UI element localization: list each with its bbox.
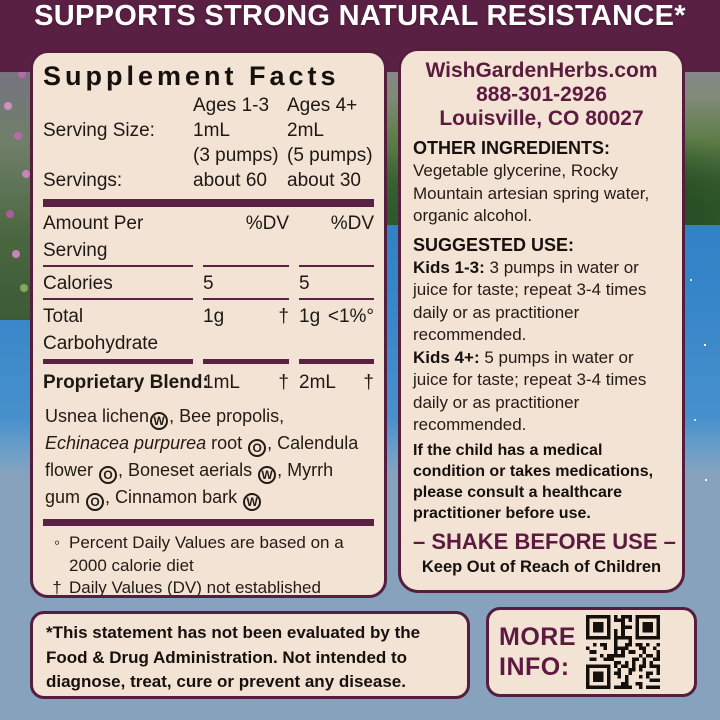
serving-info-table: Ages 1-3 Ages 4+ Serving Size: 1mL 2mL (… [43,93,374,193]
circled-w-icon: W [243,493,262,511]
serving-size-1-note: (3 pumps) [193,145,279,166]
fda-disclaimer: *This statement has not been evaluated b… [46,623,421,691]
age-column-2: Ages 4+ [287,95,358,116]
rule [43,298,374,300]
ingredients-text: Usnea lichen W, Bee propolis, Echinacea p… [45,406,359,511]
circled-w-icon: W [258,466,277,484]
medical-warning: If the child has a medical condition or … [413,441,654,522]
circled-o-icon: O [99,466,118,484]
table-row-calories: Calories 5 5 [43,273,310,294]
kids-4-plus-directions: Kids 4+: 5 pumps in water or juice for t… [413,347,647,435]
other-ingredients-text: Vegetable glycerine, Rocky Mountain arte… [413,161,650,225]
supplement-facts-panel: Supplement Facts Ages 1-3 Ages 4+ Servin… [30,50,387,598]
shake-before-use: – SHAKE BEFORE USE – [413,528,676,554]
keep-out-of-reach: Keep Out of Reach of Children [421,557,662,576]
footnote-dv-basis: ◦ Percent Daily Values are based on a 20… [53,533,344,575]
serving-size-2-note: (5 pumps) [287,145,373,166]
disclaimer-panel: *This statement has not been evaluated b… [30,611,470,699]
serving-size-2: 2mL [287,120,324,141]
servings-2: about 30 [287,170,361,191]
footnote-dv-not-established: † Daily Values (DV) not established [52,578,321,597]
dv-header-1: %DV [245,213,289,234]
thick-divider [43,199,374,207]
circled-w-icon: W [150,412,169,430]
website: WishGardenHerbs.com [425,59,658,82]
rule [43,265,374,267]
more-info-panel: MORE INFO: [486,607,697,697]
phone-number: 888-301-2926 [476,83,607,106]
suggested-use-heading: SUGGESTED USE: [413,234,575,255]
qr-code [586,615,660,689]
age-column-1: Ages 1-3 [193,95,270,116]
circled-o-icon: O [86,493,105,511]
table-header-row: Amount Per Serving %DV %DV [43,210,374,264]
servings-1: about 60 [193,170,267,191]
banner-text: SUPPORTS STRONG NATURAL RESISTANCE* [34,0,686,32]
circled-o-icon: O [248,439,267,457]
other-ingredients-heading: OTHER INGREDIENTS: [413,138,611,158]
table-row-proprietary-blend: Proprietary Blend: 1mL † 2mL † [43,372,374,393]
supplement-facts-title: Supplement Facts [43,61,340,91]
kids-1-3-directions: Kids 1-3: 3 pumps in water or juice for … [413,257,647,345]
servings-label: Servings: [43,170,123,191]
address: Louisville, CO 80027 [439,107,644,130]
dv-header-2: %DV [330,213,374,234]
thick-divider [43,519,374,526]
serving-size-1: 1mL [193,120,230,141]
thick-rule [43,359,374,364]
info-panel: WishGardenHerbs.com 888-301-2926 Louisvi… [398,48,685,593]
amount-per-serving-label: Amount Per Serving [43,213,144,261]
table-row-carbohydrate: Total Carbohydrate 1g † 1g <1%° [43,306,374,354]
serving-size-label: Serving Size: [43,120,155,141]
more-info-label: MORE INFO: [499,623,576,681]
